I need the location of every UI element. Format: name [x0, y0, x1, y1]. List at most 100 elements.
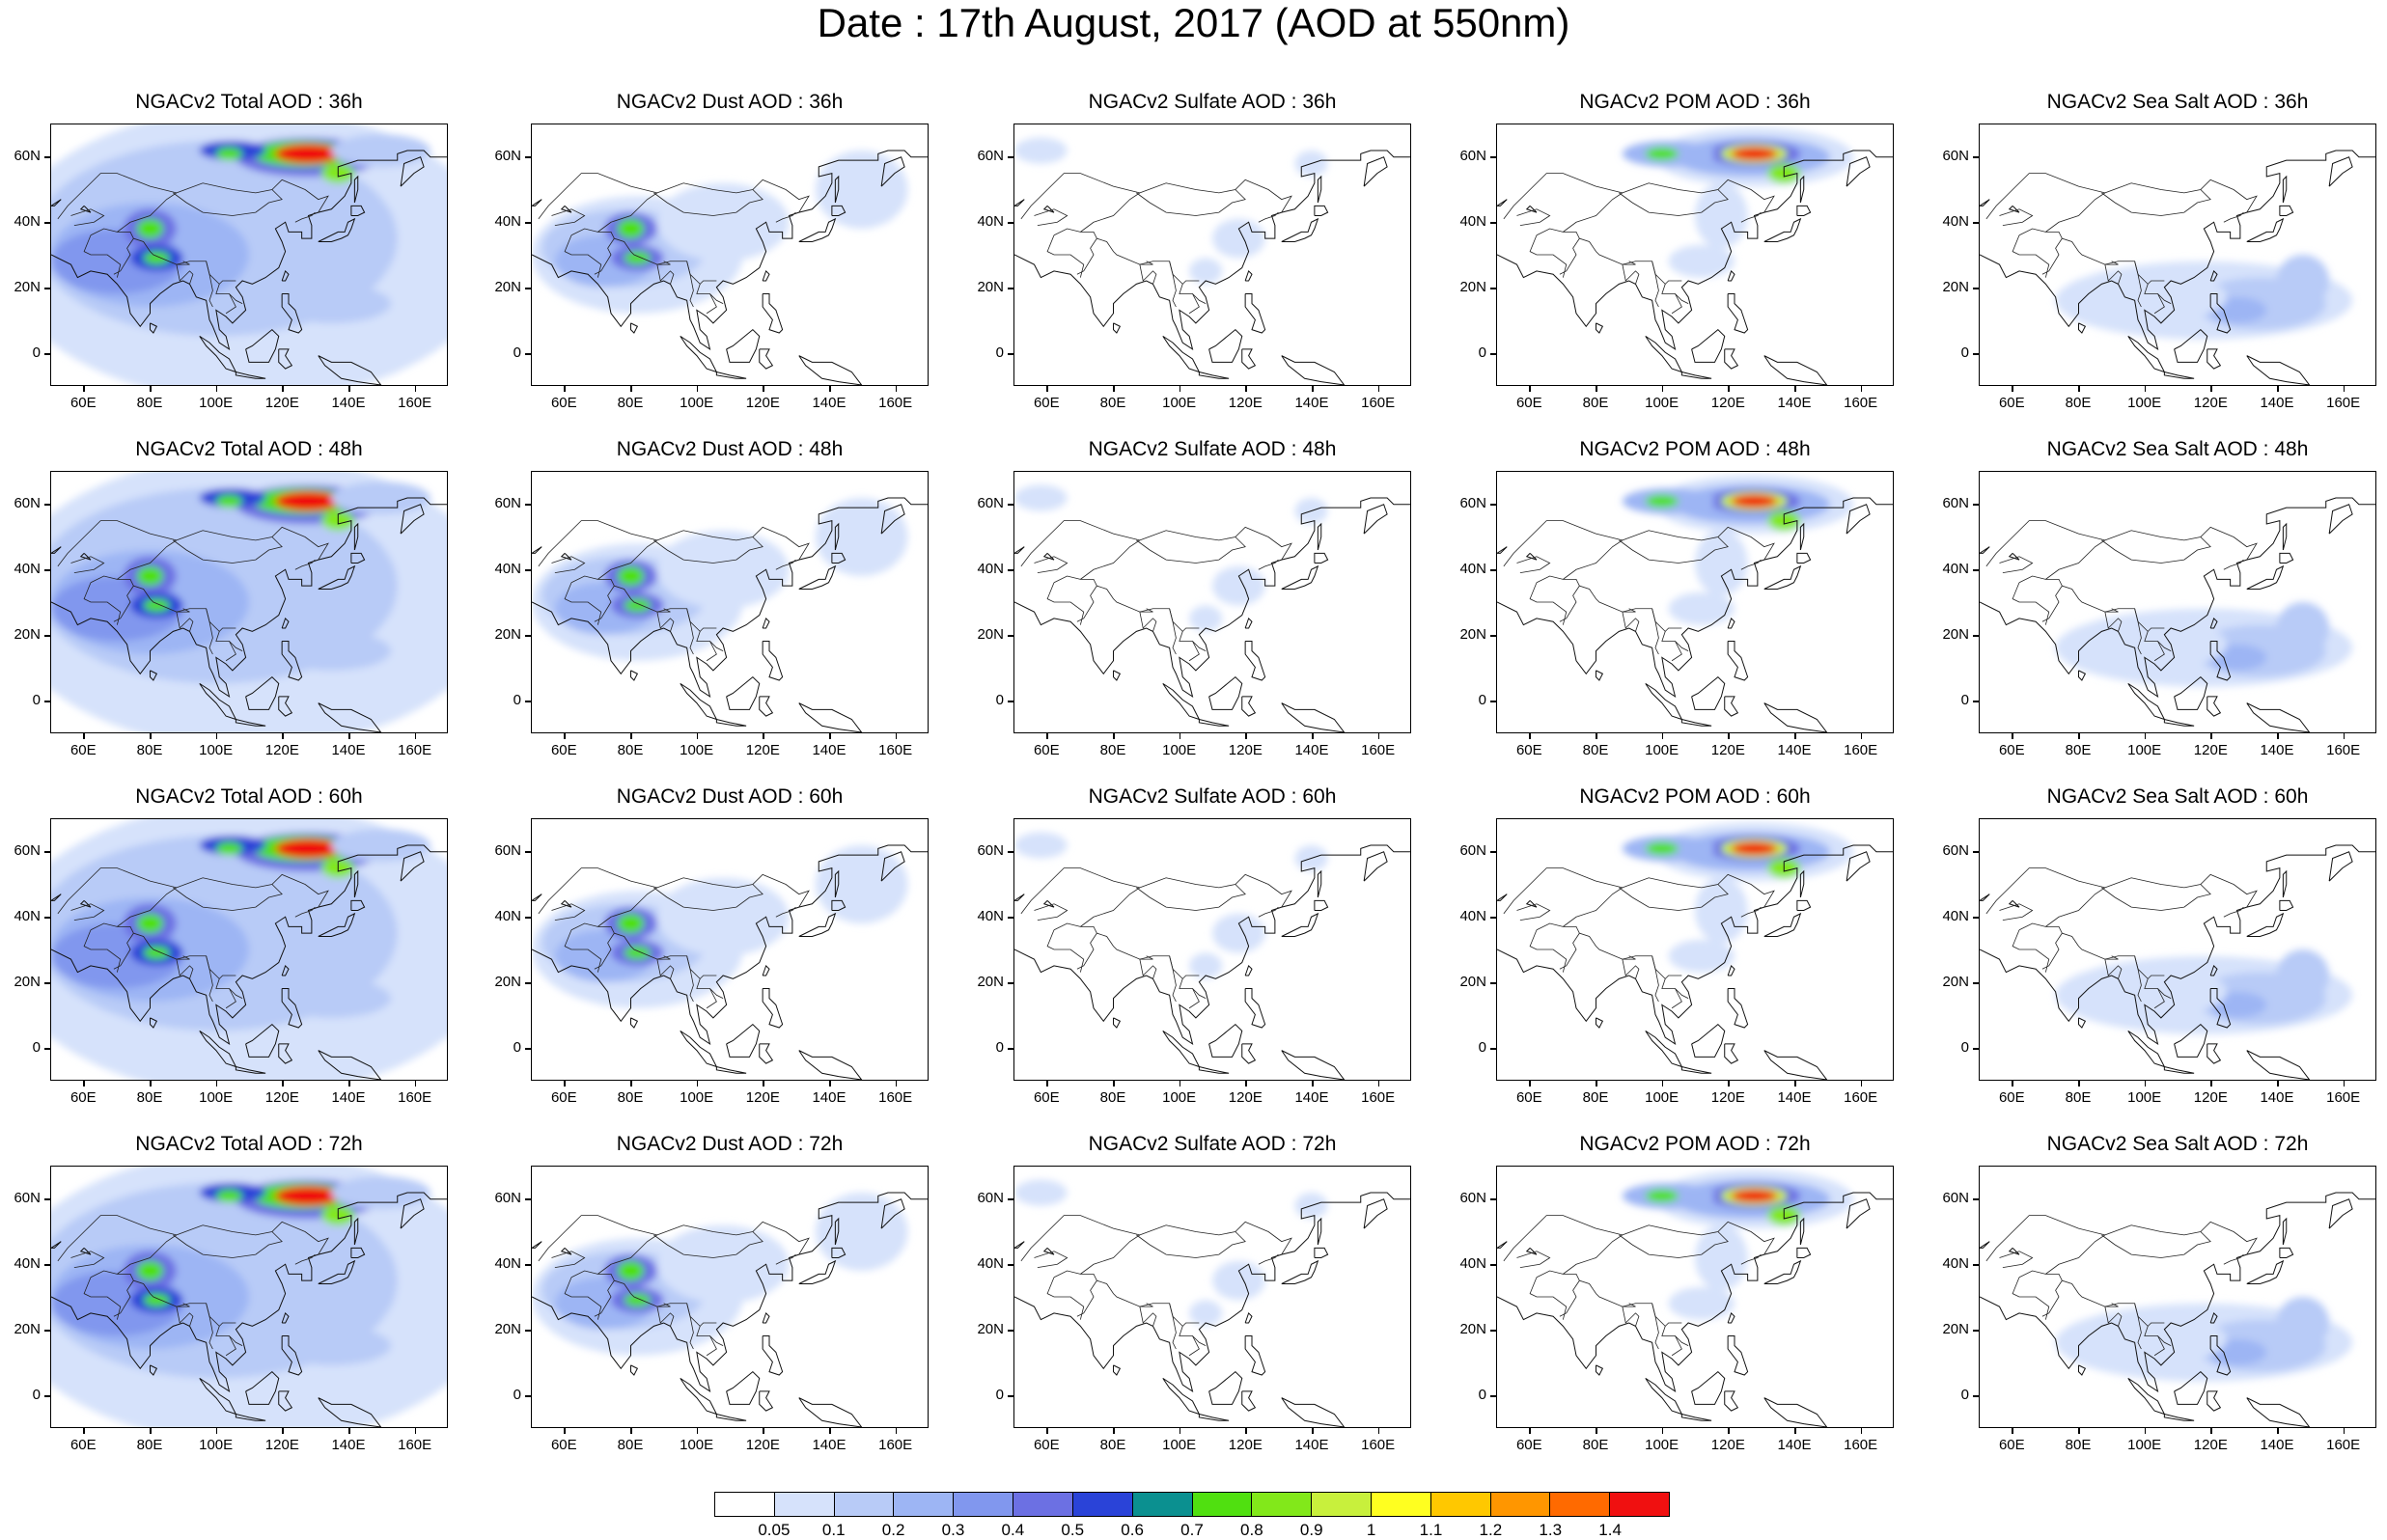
lon-tick-mark — [2078, 386, 2080, 392]
coastline — [400, 851, 425, 882]
lat-tick-label: 60N — [494, 1190, 521, 1206]
lon-tick-label: 120E — [1228, 1089, 1263, 1106]
country-border — [176, 608, 190, 613]
lat-tick-mark — [44, 1395, 50, 1397]
lon-tick-label: 160E — [2326, 742, 2361, 758]
country-border — [1516, 208, 1551, 227]
coastline — [532, 199, 542, 206]
coastline — [2279, 1247, 2294, 1258]
aod-contour — [2276, 1297, 2330, 1349]
coastline — [1497, 1241, 1508, 1249]
country-border — [656, 955, 671, 960]
country-border — [2018, 228, 2165, 285]
lat-tick-label: 20N — [977, 626, 1004, 643]
coastline — [1162, 1377, 1201, 1416]
coastline — [318, 912, 356, 937]
coastline — [1208, 1370, 1243, 1405]
lon-tick-label: 160E — [2326, 1089, 2361, 1106]
lat-tick-label: 20N — [1942, 1321, 1969, 1337]
aod-contour — [1668, 939, 1735, 973]
coastline — [2207, 696, 2222, 717]
coastline — [1113, 1364, 1122, 1376]
lon-tick-label: 60E — [69, 742, 97, 758]
colorbar-swatch — [834, 1493, 895, 1516]
coastline — [350, 205, 366, 216]
coastline — [1208, 675, 1243, 710]
coastline — [715, 719, 747, 727]
coastline — [1799, 522, 1805, 551]
lon-tick-label: 120E — [264, 742, 299, 758]
country-border — [1559, 237, 1580, 275]
lon-tick-label: 120E — [745, 395, 780, 411]
lon-tick-label: 120E — [1710, 1089, 1745, 1106]
country-border — [656, 959, 675, 979]
coastlines — [51, 844, 447, 1080]
coastline — [2078, 322, 2087, 334]
lat-tick-mark — [1490, 982, 1496, 984]
coastline — [762, 1335, 784, 1376]
lon-tick-mark — [1529, 733, 1531, 739]
coastline — [715, 371, 747, 379]
coastline — [2246, 702, 2311, 732]
coastline — [1525, 206, 1538, 213]
coastline — [1691, 1023, 1726, 1058]
aod-contour — [2276, 602, 2330, 654]
coastline — [2328, 1198, 2353, 1229]
coastline — [1241, 348, 1257, 370]
lon-tick-mark — [1794, 1428, 1796, 1434]
lon-tick-mark — [1661, 733, 1664, 739]
lon-tick-label: 160E — [398, 395, 432, 411]
lon-tick-label: 60E — [1998, 1437, 2025, 1453]
country-border — [2104, 612, 2123, 632]
lon-tick-label: 140E — [1777, 395, 1812, 411]
lat-tick-mark — [44, 635, 50, 637]
map-panel — [1496, 124, 1894, 386]
country-border — [1053, 575, 1200, 632]
lat-tick-mark — [1490, 1198, 1496, 1200]
lat-tick-label: 60N — [1459, 148, 1486, 164]
lon-tick-label: 60E — [1033, 742, 1060, 758]
lon-tick-mark — [2144, 386, 2147, 392]
coastline — [2008, 553, 2020, 561]
map-panel — [1979, 1166, 2376, 1428]
colorbar-label: 0.2 — [881, 1521, 905, 1539]
coastline — [2246, 355, 2311, 385]
lat-tick-label: 0 — [32, 1039, 41, 1056]
coastline — [1281, 702, 1346, 732]
aod-contour — [215, 147, 243, 161]
map-panel — [531, 818, 929, 1081]
lon-tick-label: 160E — [398, 1437, 432, 1453]
coastline — [1763, 1397, 1828, 1427]
country-border — [656, 1306, 675, 1327]
country-border — [538, 520, 657, 567]
lon-tick-mark — [1046, 733, 1048, 739]
coastline — [680, 1377, 718, 1416]
country-border — [597, 526, 810, 580]
lat-tick-label: 60N — [977, 148, 1004, 164]
coastline — [880, 504, 905, 535]
lon-tick-mark — [2210, 1081, 2212, 1086]
lon-tick-mark — [2144, 1428, 2147, 1434]
country-border — [706, 1335, 717, 1357]
lat-tick-label: 60N — [14, 1190, 41, 1206]
lon-tick-label: 120E — [1228, 742, 1263, 758]
lat-tick-label: 40N — [1459, 561, 1486, 577]
colorbar-label: 1 — [1366, 1521, 1376, 1539]
coastline — [350, 1247, 366, 1258]
country-border — [1020, 1215, 1140, 1262]
country-border — [1619, 1231, 1729, 1258]
lon-tick-label: 140E — [1294, 1437, 1329, 1453]
country-border — [1139, 959, 1157, 979]
country-border — [176, 955, 190, 960]
coastline — [1796, 899, 1812, 911]
country-border — [1999, 556, 2034, 574]
lon-tick-mark — [150, 733, 152, 739]
coastline — [726, 328, 761, 363]
country-border — [656, 264, 675, 285]
coastlines — [1980, 150, 2375, 385]
lon-tick-label: 120E — [2193, 1089, 2228, 1106]
lon-tick-label: 140E — [1777, 1437, 1812, 1453]
country-border — [1076, 585, 1097, 622]
aod-contour — [215, 1189, 243, 1203]
